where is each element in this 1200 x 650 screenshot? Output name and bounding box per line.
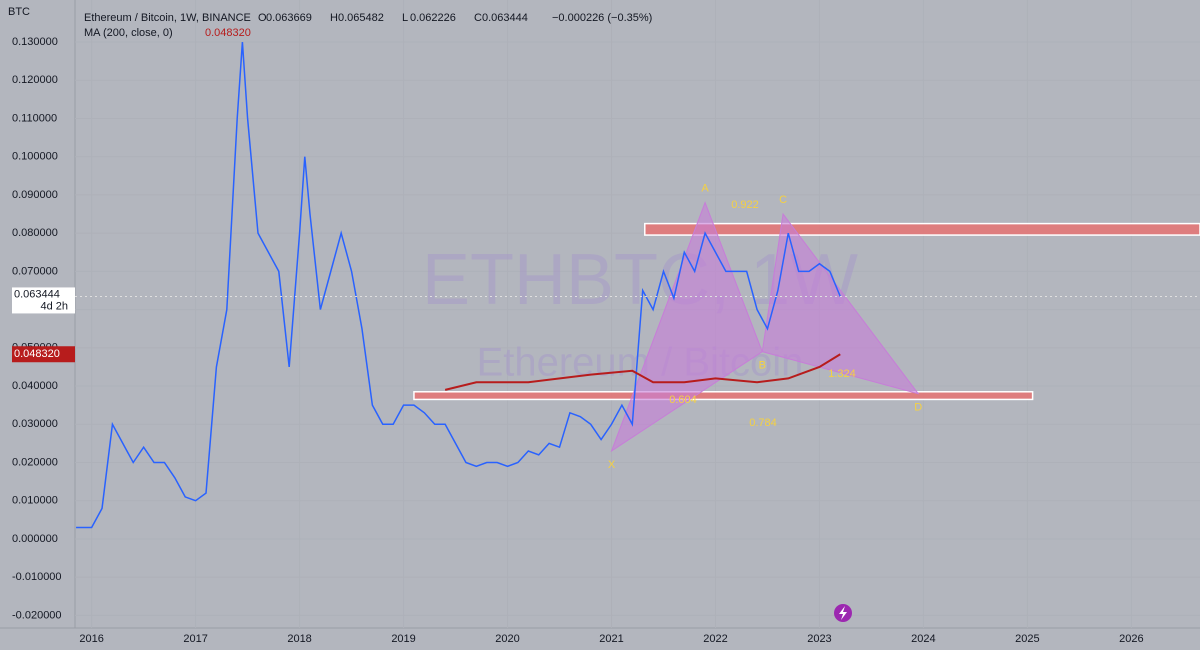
- y-tick-label: 0.000000: [12, 533, 58, 545]
- indicator-tag: [12, 346, 75, 363]
- y-tick-label: 0.020000: [12, 456, 58, 468]
- last-price-label: 0.063444: [14, 288, 60, 300]
- pattern-point-label: D: [914, 402, 922, 414]
- y-tick-label: -0.020000: [12, 609, 62, 621]
- price-change: −0.000226 (−0.35%): [552, 12, 652, 24]
- ohlc-key: L: [402, 12, 408, 24]
- pattern-ratio: 0.784: [749, 417, 777, 429]
- indicator-tag-label: 0.048320: [14, 348, 60, 360]
- chart-title: Ethereum / Bitcoin, 1W, BINANCE: [84, 12, 251, 24]
- last-price-tag: [12, 287, 75, 314]
- pattern-point-label: C: [779, 194, 787, 206]
- indicator-name: MA (200, close, 0): [84, 27, 173, 39]
- x-tick-label: 2021: [599, 633, 623, 645]
- y-tick-label: 0.120000: [12, 74, 58, 86]
- y-tick-label: 0.010000: [12, 495, 58, 507]
- y-tick-label: -0.010000: [12, 571, 62, 583]
- ohlc-key: C: [474, 12, 482, 24]
- pattern-ratio: 0.604: [669, 394, 697, 406]
- countdown: 4d 2h: [40, 300, 68, 312]
- x-tick-label: 2026: [1119, 633, 1143, 645]
- series-line: [76, 41, 841, 529]
- y-tick-label: 0.070000: [12, 265, 58, 277]
- pattern-ratio: 0.922: [731, 199, 759, 211]
- zone: [413, 391, 1034, 401]
- pattern-triangle: [610, 201, 763, 453]
- pattern-point-label: A: [701, 182, 709, 194]
- series-line: [444, 353, 841, 391]
- y-tick-label: 0.100000: [12, 151, 58, 163]
- ohlc-value: 0.063669: [266, 12, 312, 24]
- ohlc-value: 0.065482: [338, 12, 384, 24]
- y-tick-label: 0.080000: [12, 227, 58, 239]
- ohlc-value: 0.062226: [410, 12, 456, 24]
- ohlc-key: H: [330, 12, 338, 24]
- x-tick-label: 2024: [911, 633, 935, 645]
- plot: X A B C D 0.922 0.604 0.784 1.324: [75, 41, 1200, 529]
- lightning-icon[interactable]: [834, 604, 852, 622]
- pattern-point-label: X: [608, 459, 616, 471]
- x-tick-label: 2016: [79, 633, 103, 645]
- pattern-triangle: [761, 212, 920, 395]
- x-tick-label: 2020: [495, 633, 519, 645]
- axes: -0.020000 -0.010000 0.000000 0.010000 0.0200…: [12, 12, 1144, 645]
- zone: [644, 222, 1200, 236]
- pattern-point-label: B: [759, 360, 766, 372]
- ohlc-key: O: [258, 12, 267, 24]
- y-tick-label: 0.110000: [12, 112, 57, 124]
- x-tick-label: 2019: [391, 633, 415, 645]
- y-tick-label: 0.130000: [12, 36, 58, 48]
- pattern-ratio: 1.324: [828, 368, 856, 380]
- y-tick-label: 0.090000: [12, 189, 58, 201]
- y-tick-label: 0.030000: [12, 418, 58, 430]
- indicator-value: 0.048320: [205, 27, 251, 39]
- ohlc-value: 0.063444: [482, 12, 528, 24]
- x-tick-label: 2023: [807, 633, 831, 645]
- x-tick-label: 2018: [287, 633, 311, 645]
- x-tick-label: 2022: [703, 633, 727, 645]
- x-tick-label: 2017: [183, 633, 207, 645]
- y-tick-label: 0.040000: [12, 380, 58, 392]
- x-tick-label: 2025: [1015, 633, 1039, 645]
- y-axis-unit: BTC: [8, 6, 30, 18]
